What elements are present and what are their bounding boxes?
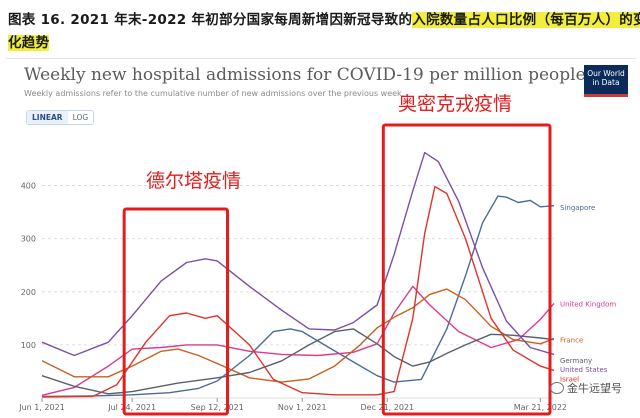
x-tick-label-3: Nov 1, 2021 — [278, 403, 327, 412]
series-line-united-states — [41, 151, 555, 357]
annotation-label-1: 德尔塔疫情 — [146, 170, 241, 192]
watermark-text: 金牛远望号 — [567, 382, 622, 395]
linear-scale-button[interactable]: LINEAR — [27, 111, 68, 124]
caption-plain-text: 图表 16. 2021 年末-2022 年初部分国家每周新增因新冠导致的 — [8, 12, 413, 28]
annotation-box-1 — [122, 207, 230, 416]
y-tick-label-100: 100 — [21, 341, 36, 350]
series-line-france — [41, 288, 555, 383]
chart-panel: Weekly new hospital admissions for COVID… — [6, 58, 636, 418]
report-caption: 图表 16. 2021 年末-2022 年初部分国家每周新增因新冠导致的入院数量… — [0, 0, 640, 56]
scale-toggle: LINEAR LOG — [26, 110, 95, 125]
x-tick-label-5: Mar 21, 2022 — [514, 403, 567, 412]
caption-highlighted-text: 入院数量占人口比例（每百万人）的变 — [412, 12, 640, 28]
series-label-france: France — [560, 337, 583, 345]
owid-logo[interactable]: Our World in Data — [584, 65, 628, 97]
annotation-box-2 — [381, 123, 552, 416]
caption-line-2: 化趋势 — [8, 31, 50, 51]
log-scale-button[interactable]: LOG — [72, 113, 89, 122]
series-label-israel: Israel — [560, 375, 579, 383]
series-line-germany — [41, 328, 555, 395]
series-line-singapore — [41, 195, 555, 398]
series-label-singapore: Singapore — [560, 204, 595, 212]
wechat-icon — [550, 382, 564, 394]
x-tick-label-0: Jun 1, 2021 — [18, 403, 65, 412]
x-tick-label-2: Sep 12, 2021 — [191, 403, 244, 412]
series-label-germany: Germany — [560, 357, 592, 365]
series-line-united-kingdom — [41, 285, 555, 396]
y-tick-label-200: 200 — [21, 288, 36, 297]
x-tick-label-4: Dec 21, 2021 — [360, 403, 414, 412]
series-label-united-states: United States — [560, 366, 608, 374]
series-line-israel — [41, 185, 555, 398]
chart-title: Weekly new hospital admissions for COVID… — [24, 65, 586, 85]
y-tick-label-400: 400 — [21, 182, 36, 191]
watermark: 金牛远望号 — [550, 380, 622, 396]
y-tick-label-300: 300 — [21, 235, 36, 244]
caption-line-1: 图表 16. 2021 年末-2022 年初部分国家每周新增因新冠导致的入院数量… — [8, 8, 640, 28]
caption-highlighted-text-2: 化趋势 — [8, 35, 50, 51]
annotation-label-2: 奥密克戎疫情 — [398, 93, 512, 115]
series-label-united-kingdom: United Kingdom — [560, 300, 616, 308]
line-chart: 100 200 300 400 Jun 1, 2021 Jul 24, 2021 Sep 1… — [18, 93, 616, 416]
x-tick-label-1: Jul 24, 2021 — [107, 403, 156, 412]
chart-subtitle: Weekly admissions refer to the cumulativ… — [24, 89, 405, 98]
